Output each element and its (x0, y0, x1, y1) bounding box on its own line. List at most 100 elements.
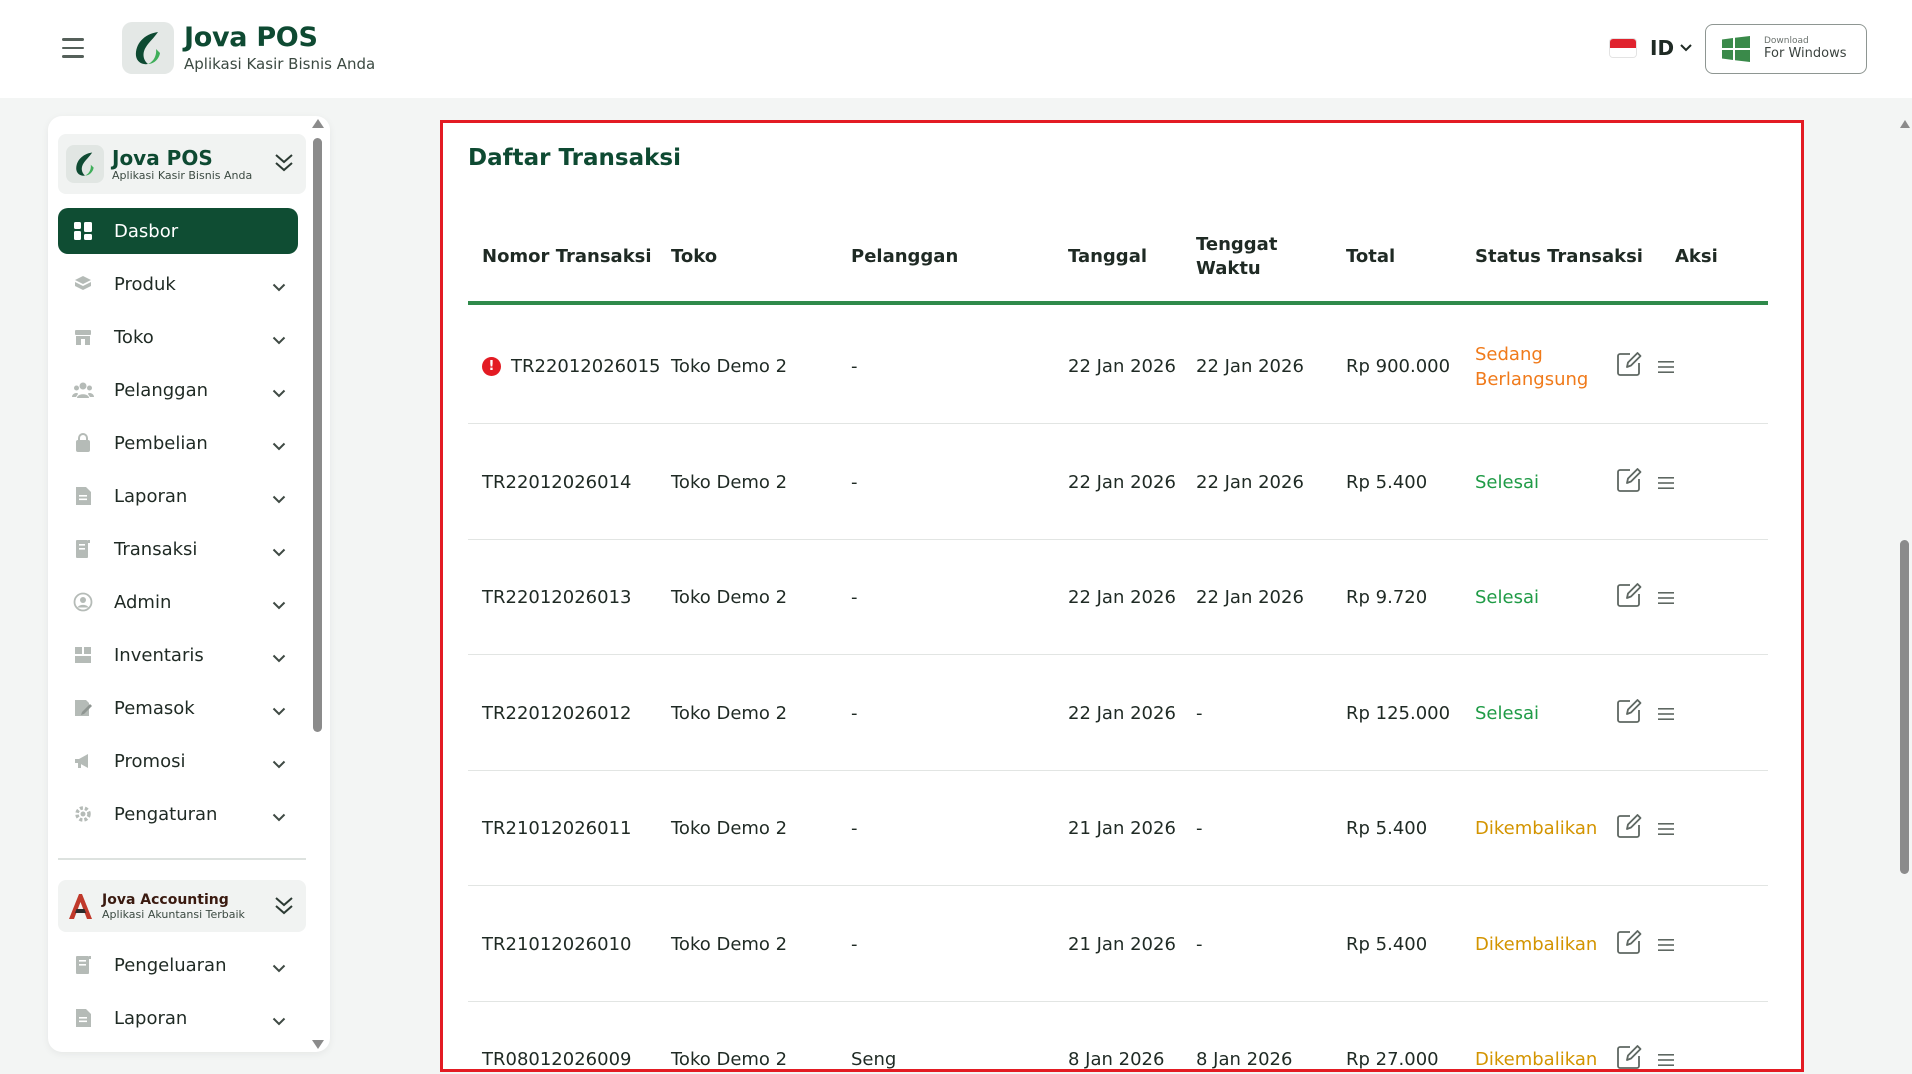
row-menu-icon[interactable] (1658, 475, 1674, 494)
transaction-number: TR21012026011 (482, 818, 632, 839)
brand-logo[interactable]: Jova POS Aplikasi Kasir Bisnis Anda (122, 22, 375, 74)
table-row[interactable]: TR22012026014 Toko Demo 2 - 22 Jan 2026 22 J… (468, 425, 1768, 540)
cell-due-date: - (1196, 933, 1203, 955)
sidebar-scroll-up-arrow[interactable] (312, 119, 324, 128)
row-menu-icon[interactable] (1658, 706, 1674, 725)
cell-transaction-number[interactable]: TR21012026010 (482, 887, 667, 1002)
page-scrollbar-thumb[interactable] (1900, 540, 1909, 874)
chevron-down-icon[interactable] (272, 958, 286, 977)
double-chevron-down-icon[interactable] (274, 895, 294, 917)
column-header-store: Toko (671, 246, 718, 267)
sidebar-item-pengaturan[interactable]: Pengaturan (58, 791, 298, 837)
edit-icon[interactable] (1616, 929, 1642, 959)
sidebar-item-promosi[interactable]: Promosi (58, 738, 298, 784)
cell-total: Rp 900.000 (1346, 356, 1451, 377)
store-icon (72, 326, 94, 348)
bag-icon (72, 432, 94, 454)
users-icon (72, 379, 94, 401)
status-badge: Selesai (1475, 702, 1539, 724)
page-scroll-up-arrow[interactable] (1900, 120, 1910, 128)
chevron-down-icon[interactable] (272, 383, 286, 402)
sidebar-item-pengeluaran[interactable]: Pengeluaran (58, 942, 298, 988)
chevron-down-icon[interactable] (272, 648, 286, 667)
expense-icon (72, 954, 94, 976)
cell-customer: - (851, 933, 858, 955)
cell-total: Rp 27.000 (1346, 1049, 1439, 1070)
row-menu-icon[interactable] (1658, 1052, 1674, 1069)
windows-icon (1722, 36, 1750, 62)
table-row[interactable]: TR08012026009 Toko Demo 2 Seng 8 Jan 2026 8 … (468, 1002, 1768, 1070)
sidebar-scroll-down-arrow[interactable] (312, 1040, 324, 1049)
table-row[interactable]: TR22012026013 Toko Demo 2 - 22 Jan 2026 22 J… (468, 540, 1768, 655)
sidebar-item-laporan[interactable]: Laporan (58, 473, 298, 519)
sidebar-item-dasbor[interactable]: Dasbor (58, 208, 298, 254)
indonesia-flag-icon (1610, 39, 1636, 57)
cell-customer: - (851, 356, 858, 377)
chevron-down-icon[interactable] (272, 701, 286, 720)
table-row[interactable]: TR22012026012 Toko Demo 2-22 Jan 2026- Rp … (468, 656, 1768, 771)
sidebar-item-pelanggan[interactable]: Pelanggan (58, 367, 298, 413)
cell-customer: - (851, 818, 858, 839)
edit-icon[interactable] (1616, 1044, 1642, 1069)
cell-due-date: 22 Jan 2026 (1196, 587, 1304, 608)
sidebar-item-pemasok[interactable]: Pemasok (58, 685, 298, 731)
sidebar-item-transaksi[interactable]: Transaksi (58, 526, 298, 572)
chevron-down-icon[interactable] (272, 436, 286, 455)
chevron-down-icon[interactable] (272, 807, 286, 826)
sidebar-scrollbar-thumb[interactable] (313, 138, 322, 732)
sidebar-item-toko[interactable]: Toko (58, 314, 298, 360)
edit-icon[interactable] (1616, 351, 1642, 381)
document-icon (72, 485, 94, 507)
download-windows-button[interactable]: Download For Windows (1705, 24, 1867, 74)
chevron-down-icon[interactable] (272, 542, 286, 561)
edit-icon[interactable] (1616, 698, 1642, 728)
sidebar-item-produk[interactable]: Produk (58, 261, 298, 307)
hamburger-menu-icon[interactable] (62, 38, 84, 58)
chevron-down-icon[interactable] (272, 1011, 286, 1030)
cell-transaction-number[interactable]: TR22012026013 (482, 540, 667, 655)
row-menu-icon[interactable] (1658, 821, 1674, 840)
cell-transaction-number[interactable]: TR08012026009 (482, 1002, 667, 1070)
download-big-label: For Windows (1764, 45, 1847, 61)
row-menu-icon[interactable] (1658, 359, 1674, 378)
sidebar-item-label: Pengaturan (114, 803, 218, 825)
chevron-down-icon[interactable] (272, 595, 286, 614)
transaction-number: TR08012026009 (482, 1049, 632, 1070)
column-header-total: Total (1346, 246, 1396, 267)
sidebar-item-admin[interactable]: Admin (58, 579, 298, 625)
cell-transaction-number[interactable]: TR22012026014 (482, 425, 667, 540)
edit-icon[interactable] (1616, 467, 1642, 497)
chevron-down-icon[interactable] (272, 330, 286, 349)
cell-store: Toko Demo 2 (671, 1049, 788, 1070)
sidebar-brand-switcher[interactable]: Jova POS Aplikasi Kasir Bisnis Anda (58, 134, 306, 194)
sidebar-item-inventaris[interactable]: Inventaris (58, 632, 298, 678)
sidebar-item-label: Inventaris (114, 644, 204, 666)
cell-due-date: - (1196, 818, 1203, 839)
chevron-down-icon[interactable] (272, 754, 286, 773)
transaction-number: TR21012026010 (482, 933, 632, 955)
chevron-down-icon[interactable] (272, 489, 286, 508)
cell-transaction-number[interactable]: ! TR22012026015 (482, 309, 667, 424)
dashboard-icon (72, 220, 94, 242)
double-chevron-down-icon[interactable] (274, 152, 294, 174)
edit-icon[interactable] (1616, 582, 1642, 612)
cell-transaction-number[interactable]: TR21012026011 (482, 771, 667, 886)
table-row[interactable]: TR21012026010 Toko Demo 2-21 Jan 2026- Rp … (468, 887, 1768, 1002)
row-menu-icon[interactable] (1658, 937, 1674, 956)
chevron-down-icon[interactable] (272, 277, 286, 296)
accounting-brand-switcher[interactable]: Jova Accounting Aplikasi Akuntansi Terba… (58, 880, 306, 932)
edit-icon[interactable] (1616, 813, 1642, 843)
transaction-number: TR22012026013 (482, 587, 632, 608)
sidebar-divider (58, 858, 306, 860)
row-menu-icon[interactable] (1658, 590, 1674, 609)
status-badge: Dikembalikan (1475, 933, 1598, 955)
language-selector[interactable]: ID (1610, 36, 1692, 60)
megaphone-icon (72, 750, 94, 772)
supplier-icon (72, 697, 94, 719)
table-row[interactable]: ! TR22012026015 Toko Demo 2 - 22 Jan 2026 22 … (468, 309, 1768, 424)
sidebar-item-laporan[interactable]: Laporan (58, 995, 298, 1041)
table-row[interactable]: TR21012026011 Toko Demo 2-21 Jan 2026- Rp … (468, 771, 1768, 886)
document-icon (72, 1007, 94, 1029)
cell-transaction-number[interactable]: TR22012026012 (482, 656, 667, 771)
sidebar-item-pembelian[interactable]: Pembelian (58, 420, 298, 466)
